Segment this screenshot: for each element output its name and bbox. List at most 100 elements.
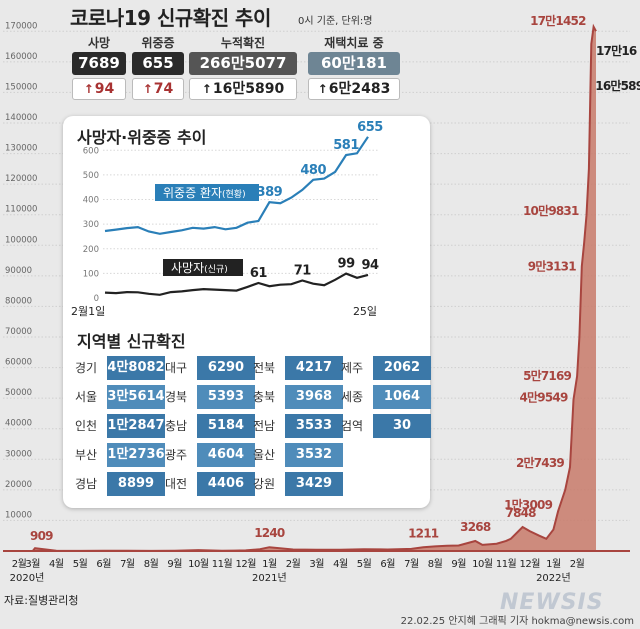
inset-data-label: 71 [294, 264, 312, 279]
y-tick-label: 20000 [5, 480, 32, 490]
year-label: 2021년 [252, 572, 287, 584]
x-tick-label: 7월 [404, 558, 419, 570]
death-line [104, 272, 369, 296]
unit-basis: 0시 기준, 단위:명 [298, 16, 373, 27]
region-name: 검역 [341, 419, 364, 433]
stat-label: 누적확진 [220, 36, 266, 50]
region-name: 충북 [253, 390, 276, 404]
data-label: 7848 [506, 506, 537, 520]
stat-change: ↑6만2483 [308, 78, 400, 100]
stat-change-value: 16만5890 [212, 81, 285, 97]
region-name: 부산 [75, 448, 98, 462]
region-name: 인천 [75, 419, 98, 433]
x-tick-label: 5월 [73, 558, 88, 570]
inset-y-tick-label: 300 [83, 220, 99, 230]
inset-x-end-label: 25일 [353, 304, 377, 318]
region-value: 5393 [197, 385, 255, 409]
data-label: 4만9549 [520, 390, 568, 405]
region-value: 1만2847 [107, 414, 165, 438]
inset-panel: 0 100 200 300 400 500 600 389 480 581 655 61 71 99 94 위… [63, 116, 431, 508]
source-note: 자료:질병관리청 [4, 594, 79, 607]
inset-data-label: 99 [338, 257, 356, 272]
data-label: 17만1452 [530, 13, 586, 28]
region-value: 8899 [107, 472, 165, 496]
y-tick-label: 140000 [5, 113, 37, 123]
x-tick-label: 11월 [212, 558, 233, 570]
region-name: 대구 [165, 361, 188, 375]
inset-data-label: 94 [361, 258, 379, 273]
x-tick-label: 9월 [451, 558, 466, 570]
death-series-label: 사망자(신규) [171, 261, 228, 275]
death-series-name: 사망자 [171, 261, 204, 275]
stat-value: 7689 [72, 52, 126, 75]
data-label: 17만16 [596, 43, 637, 58]
region-name: 서울 [75, 390, 98, 404]
y-tick-label: 60000 [5, 358, 32, 368]
year-label: 2022년 [536, 572, 571, 584]
x-tick-label: 11월 [496, 558, 517, 570]
y-tick-label: 10000 [5, 510, 32, 520]
up-arrow-icon: ↑ [201, 82, 212, 96]
region-name: 전북 [253, 361, 276, 375]
y-tick-label: 120000 [5, 174, 37, 184]
region-name: 대전 [165, 477, 188, 491]
x-tick-label: 7월 [120, 558, 135, 570]
y-tick-label: 30000 [5, 449, 32, 459]
data-label: 16만5890 [595, 78, 640, 93]
y-tick-label: 80000 [5, 296, 32, 306]
critical-series-label: 위중증 환자(현황) [163, 186, 246, 200]
region-name: 충남 [165, 419, 188, 433]
x-tick-label: 6월 [380, 558, 395, 570]
data-label: 3268 [460, 520, 491, 534]
stat-value: 266만5077 [189, 52, 297, 75]
inset-chart: 0 100 200 300 400 500 600 389 480 581 655 61 71 99 94 위… [71, 120, 384, 318]
inset-data-label: 480 [300, 163, 326, 178]
region-value: 4217 [285, 356, 343, 380]
x-tick-label: 8월 [428, 558, 443, 570]
y-tick-label: 90000 [5, 266, 32, 276]
stat-value: 60만181 [308, 52, 400, 75]
y-tick-label: 170000 [5, 21, 37, 31]
page-title: 코로나19 신규확진 추이 [70, 6, 271, 30]
region-value: 1064 [373, 385, 431, 409]
data-label: 1211 [408, 526, 439, 540]
region-name: 제주 [341, 361, 364, 375]
stat-change-value: 94 [94, 81, 115, 97]
region-value: 3533 [285, 414, 343, 438]
critical-series-sub: (현황) [222, 189, 246, 200]
y-tick-label: 70000 [5, 327, 32, 337]
data-label: 5만7169 [523, 368, 571, 383]
x-tick-label: 3월 [25, 558, 40, 570]
up-arrow-icon: ↑ [83, 82, 94, 96]
stat-label: 재택치료 중 [324, 36, 384, 50]
y-tick-label: 130000 [5, 144, 37, 154]
y-tick-label: 40000 [5, 419, 32, 429]
stat-label: 사망 [87, 36, 111, 50]
inset-y-tick-label: 0 [94, 294, 99, 304]
data-label: 1만3009 [504, 497, 552, 512]
region-value: 30 [373, 414, 431, 438]
x-tick-label: 3월 [309, 558, 324, 570]
inset-data-label: 655 [357, 120, 383, 135]
x-tick-label: 1월 [546, 558, 561, 570]
region-name: 세종 [341, 390, 364, 404]
critical-series-tag [155, 184, 259, 201]
inset-y-tick-label: 500 [83, 171, 99, 181]
stat-box: 재택치료 중 60만181 ↑6만2483 [308, 34, 400, 100]
region-name: 전남 [253, 419, 276, 433]
data-label: 10만9831 [523, 203, 579, 218]
x-tick-label: 2월 [12, 558, 27, 570]
stat-box: 사망 7689 ↑94 [72, 34, 126, 100]
region-name: 경북 [165, 390, 188, 404]
inset-title: 사망자·위중증 추이 [77, 128, 207, 147]
region-value: 1만2736 [107, 443, 165, 467]
x-tick-label: 9월 [167, 558, 182, 570]
region-value: 3429 [285, 472, 343, 496]
credit-line: 22.02.25 안지혜 그래픽 기자 hokma@newsis.com [400, 616, 634, 627]
x-tick-label: 10월 [188, 558, 209, 570]
death-series-sub: (신규) [204, 264, 228, 275]
region-name: 강원 [253, 477, 276, 491]
death-series-tag [163, 259, 243, 276]
region-name: 광주 [165, 448, 188, 462]
